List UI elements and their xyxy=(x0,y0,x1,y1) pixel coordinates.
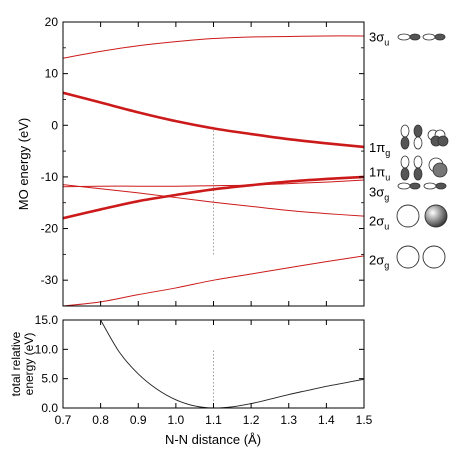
orbital-3su-icon xyxy=(397,33,446,41)
total-energy-x-tick-label: 1.1 xyxy=(205,413,222,427)
total-energy-line xyxy=(100,320,364,408)
mo-energy-y-tick-label: 20 xyxy=(45,15,59,29)
orbital-line-1pu xyxy=(63,175,364,220)
orbital-line-1pg xyxy=(63,91,364,149)
orbital-sketches xyxy=(396,33,449,269)
orbital-3sg-icon xyxy=(397,182,447,190)
x-axis-label: N-N distance (Å) xyxy=(165,432,261,447)
orbital-2su-icon xyxy=(396,204,448,228)
total-energy-y-axis-label-line1: total relative xyxy=(9,331,23,396)
total-energy-x-tick-label: 0.9 xyxy=(130,413,147,427)
orbital-line-2su xyxy=(63,184,364,217)
total-energy-x-tick-label: 1.5 xyxy=(356,413,373,427)
orbital-label-3su: 3σu xyxy=(369,29,389,47)
mo-energy-y-tick-label: -20 xyxy=(41,222,59,236)
orbital-label-1pg: 1πg xyxy=(369,140,390,158)
total-energy-x-tick-label: 1.0 xyxy=(168,413,185,427)
total-energy-x-tick-label: 1.2 xyxy=(243,413,260,427)
total-energy-y-ticks: 0.0 5.0 10.0 15.0 xyxy=(35,313,364,415)
orbital-1pu-icon xyxy=(400,155,448,181)
mo-energy-y-tick-label: 0 xyxy=(51,118,58,132)
mo-energy-y-tick-label: -30 xyxy=(41,273,59,287)
mo-energy-series xyxy=(63,35,364,306)
orbital-2sg-icon xyxy=(396,245,446,269)
total-energy-y-axis-label-line2: energy (eV) xyxy=(22,333,36,396)
total-energy-y-tick-label: 0.0 xyxy=(41,401,58,415)
total-energy-x-tick-label: 0.8 xyxy=(92,413,109,427)
total-energy-x-tick-label: 0.7 xyxy=(55,413,72,427)
total-energy-y-tick-label: 5.0 xyxy=(41,372,58,386)
total-energy-y-tick-label: 15.0 xyxy=(35,313,59,327)
orbital-label-3sg: 3σg xyxy=(369,184,389,202)
orbital-1pg-icon xyxy=(400,124,449,150)
total-energy-x-tick-label: 1.3 xyxy=(280,413,297,427)
orbital-line-3sg xyxy=(63,179,364,188)
mo-energy-plot-frame xyxy=(62,21,365,307)
total-energy-x-ticks: 0.7 0.8 0.9 1.0 1.1 1.2 1.3 1.4 1.5 xyxy=(55,320,373,427)
orbital-line-3su xyxy=(63,35,364,59)
mo-energy-y-tick-label: -10 xyxy=(41,170,59,184)
total-energy-y-tick-label: 10.0 xyxy=(35,342,59,356)
orbital-label-2sg: 2σg xyxy=(369,253,389,271)
mo-energy-y-ticks: 20 10 0 -10 -20 -30 xyxy=(41,15,364,307)
orbital-label-1pu: 1πu xyxy=(369,165,390,183)
total-energy-series xyxy=(100,320,364,408)
mo-energy-y-axis-label: MO energy (eV) xyxy=(16,118,31,210)
orbital-line-2sg xyxy=(63,255,364,306)
mo-energy-panel: 20 10 0 -10 -20 -30 MO energy (eV) 3σu 1πg 1πu3… xyxy=(16,15,449,307)
mo-energy-y-tick-label: 10 xyxy=(45,67,59,81)
total-energy-x-tick-label: 1.4 xyxy=(318,413,335,427)
total-energy-panel: 0.0 5.0 10.0 15.0 0.7 0.8 0.9 1.0 1.1 1.2 1.3 1.4 1… xyxy=(9,313,373,447)
orbital-label-2su: 2σu xyxy=(369,213,389,231)
